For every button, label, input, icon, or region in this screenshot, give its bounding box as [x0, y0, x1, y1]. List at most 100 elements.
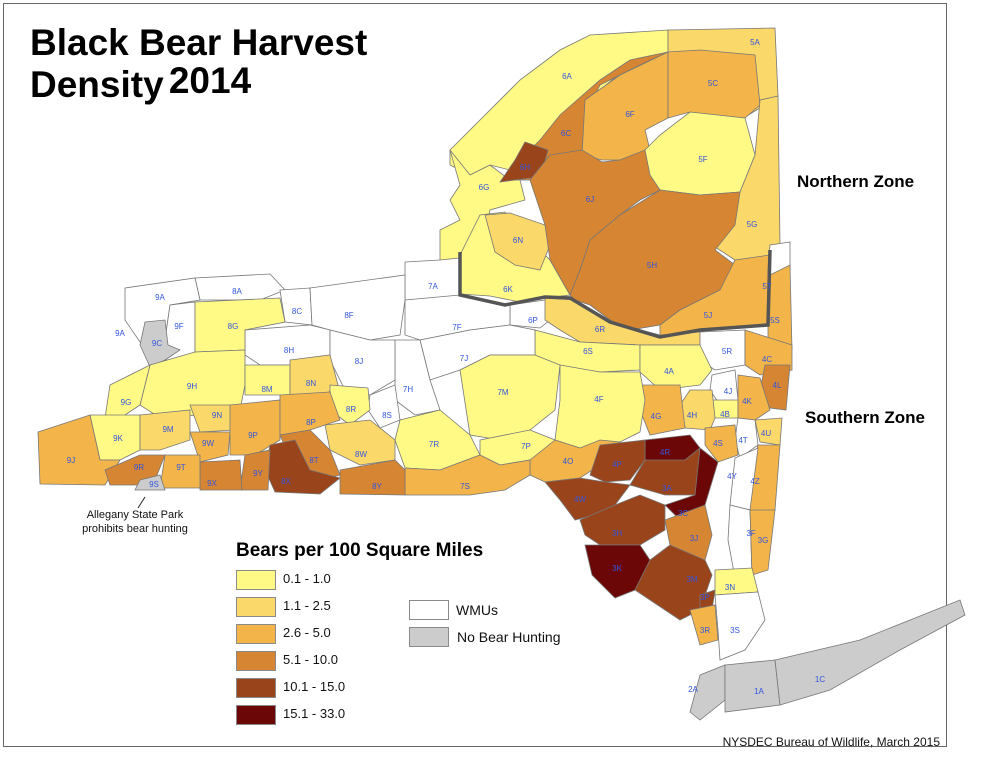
legend-label-5: 10.1 - 15.0 — [283, 679, 346, 694]
wmu-3N — [714, 567, 759, 596]
legend-label-4: 5.1 - 10.0 — [283, 652, 338, 667]
svg-text:9S: 9S — [149, 480, 159, 489]
legend-swatch-5 — [236, 678, 276, 698]
annotation-line-1: Allegany State Park — [86, 509, 184, 521]
svg-text:9X: 9X — [207, 479, 217, 488]
map-title: Black Bear Harvest Density — [30, 22, 368, 105]
southern-zone-label: Southern Zone — [805, 408, 925, 427]
zone-boundary-line — [458, 249, 772, 339]
wmu-6N — [484, 212, 551, 271]
wmu-9W — [189, 431, 231, 463]
svg-text:8X: 8X — [281, 477, 291, 486]
svg-text:9C: 9C — [152, 339, 162, 348]
wmu-6F — [581, 51, 669, 161]
map-year: 2014 — [168, 60, 252, 101]
svg-text:3P: 3P — [700, 593, 710, 602]
svg-text:7M: 7M — [497, 388, 508, 397]
svg-text:5J: 5J — [704, 311, 712, 320]
svg-text:4W: 4W — [574, 495, 586, 504]
svg-text:3R: 3R — [700, 626, 710, 635]
svg-text:5F: 5F — [698, 155, 707, 164]
wmu-9T — [159, 454, 201, 489]
svg-text:9P: 9P — [248, 431, 258, 440]
svg-text:9J: 9J — [67, 456, 75, 465]
wmu-3R — [689, 604, 719, 646]
svg-text:8W: 8W — [355, 450, 367, 459]
wmu-9Y — [239, 449, 271, 491]
svg-text:4R: 4R — [660, 448, 670, 457]
svg-text:8J: 8J — [355, 357, 363, 366]
wmu-4P — [589, 439, 646, 483]
legend-label-2: 1.1 - 2.5 — [283, 598, 331, 613]
svg-text:8F: 8F — [344, 311, 353, 320]
svg-text:4F: 4F — [594, 395, 603, 404]
annotation-line-2: prohibits bear hunting — [82, 523, 188, 535]
wmu-3M — [634, 544, 713, 621]
wmu-4H — [679, 389, 716, 431]
wmu-7S — [404, 454, 531, 496]
svg-text:7S: 7S — [460, 482, 470, 491]
svg-text:5S: 5S — [770, 316, 780, 325]
svg-text:6A: 6A — [562, 72, 572, 81]
svg-text:9M: 9M — [162, 425, 173, 434]
svg-text:5R: 5R — [722, 347, 732, 356]
svg-text:3H: 3H — [612, 529, 622, 538]
wmu-4G — [639, 384, 686, 436]
wmu-9P — [229, 399, 281, 456]
legend-label-wmus: WMUs — [456, 602, 498, 618]
legend-label-6: 15.1 - 33.0 — [283, 706, 346, 721]
svg-text:9R: 9R — [134, 463, 144, 472]
svg-text:9F: 9F — [174, 322, 183, 331]
svg-text:4Y: 4Y — [727, 472, 737, 481]
svg-text:4A: 4A — [664, 367, 674, 376]
northern-zone-label: Northern Zone — [797, 172, 915, 191]
svg-text:6P: 6P — [528, 316, 538, 325]
wmu-9G — [104, 364, 151, 419]
svg-text:8T: 8T — [309, 456, 318, 465]
svg-text:9N: 9N — [212, 411, 222, 420]
svg-text:8M: 8M — [261, 385, 272, 394]
svg-text:6N: 6N — [513, 236, 523, 245]
wmu-1C — [774, 599, 966, 706]
wmu-9C — [139, 319, 181, 368]
wmu-9J — [37, 414, 121, 486]
svg-text:6F: 6F — [625, 110, 634, 119]
wmu-1A — [724, 659, 781, 713]
wmu-9S — [134, 474, 166, 491]
legend-label-1: 0.1 - 1.0 — [283, 571, 331, 586]
svg-text:9K: 9K — [113, 434, 123, 443]
svg-text:7F: 7F — [452, 323, 461, 332]
svg-text:9A: 9A — [155, 293, 165, 302]
svg-text:7R: 7R — [429, 440, 439, 449]
svg-text:4G: 4G — [651, 412, 662, 421]
legend-label-3: 2.6 - 5.0 — [283, 625, 331, 640]
svg-text:9Y: 9Y — [253, 469, 263, 478]
svg-text:5G: 5G — [747, 220, 758, 229]
legend-swatch-wmus — [409, 600, 449, 620]
legend-swatch-2 — [236, 597, 276, 617]
legend-label-no-hunting: No Bear Hunting — [457, 629, 561, 645]
svg-text:4Z: 4Z — [750, 477, 759, 486]
svg-text:5T: 5T — [762, 282, 771, 291]
legend-swatch-no-hunting — [409, 627, 449, 647]
svg-text:3A: 3A — [662, 484, 672, 493]
wmu-8F — [309, 274, 406, 341]
svg-text:3K: 3K — [612, 564, 622, 573]
wmu-3G — [749, 509, 776, 576]
svg-text:9W: 9W — [202, 439, 214, 448]
wmu-6C — [509, 51, 669, 181]
svg-text:3F: 3F — [746, 529, 755, 538]
svg-text:4B: 4B — [720, 410, 730, 419]
svg-text:6J: 6J — [586, 195, 594, 204]
svg-text:4T: 4T — [738, 436, 747, 445]
legend-swatch-1 — [236, 570, 276, 590]
svg-text:5C: 5C — [708, 79, 718, 88]
svg-text:8R: 8R — [346, 405, 356, 414]
svg-text:4J: 4J — [724, 387, 732, 396]
legend-swatch-6 — [236, 705, 276, 725]
svg-text:3M: 3M — [686, 575, 697, 584]
svg-text:5A: 5A — [750, 38, 760, 47]
svg-text:3J: 3J — [690, 534, 698, 543]
svg-text:3C: 3C — [678, 509, 688, 518]
